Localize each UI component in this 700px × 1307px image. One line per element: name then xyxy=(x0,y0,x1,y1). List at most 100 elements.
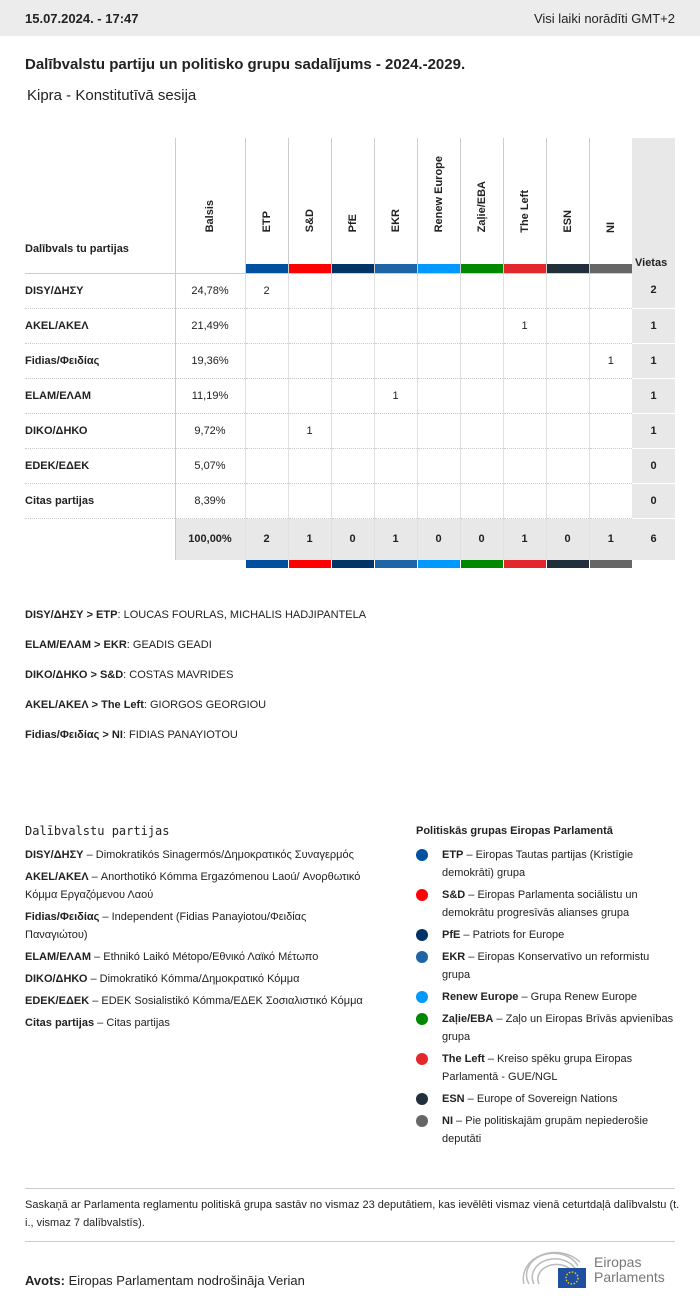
seats-total: 2 xyxy=(632,273,675,309)
table-row: ELAM/ΕΛΑΜ 11,19% 1 1 xyxy=(25,378,675,414)
group-label: The Left xyxy=(518,189,531,233)
rules-note: Saskaņā ar Parlamenta reglamentu politis… xyxy=(25,1199,680,1229)
total-label xyxy=(25,518,175,560)
group-seat-count xyxy=(244,308,288,344)
group-abbr: The Left xyxy=(442,1053,485,1065)
party-name: AKEL/ΑΚΕΛ xyxy=(25,308,175,344)
group-seat-count xyxy=(287,483,331,519)
group-seat-count xyxy=(545,448,589,484)
group-label: ETP xyxy=(260,211,273,233)
mep-party-group: AKEL/ΑΚΕΛ > The Left xyxy=(25,699,144,711)
group-seat-count xyxy=(244,413,288,449)
group-color-dot-icon xyxy=(416,1093,428,1105)
group-seat-count xyxy=(545,343,589,379)
group-seat-count: 2 xyxy=(244,273,288,309)
group-column-header: Renew Europe xyxy=(416,138,460,274)
seats-column-header: Vietas xyxy=(632,138,675,273)
table-row: DIKO/ΔΗΚΟ 9,72% 1 1 xyxy=(25,413,675,449)
party-full-name: Independent (Fidias Panayiotou/Φειδίας Π… xyxy=(25,911,307,941)
group-seat-count xyxy=(588,483,632,519)
total-group-seats: 1 xyxy=(588,518,632,568)
table-row: DISY/ΔΗΣΥ 24,78% 2 2 xyxy=(25,273,675,309)
total-group-seats: 1 xyxy=(502,518,546,568)
group-column-header: Zaļie/EBA xyxy=(459,138,503,274)
group-abbr: Renew Europe xyxy=(442,991,519,1003)
group-seat-count xyxy=(545,308,589,344)
group-seat-count xyxy=(244,343,288,379)
table-row: AKEL/ΑΚΕΛ 21,49% 1 1 xyxy=(25,308,675,344)
total-votes: 100,00% xyxy=(174,518,245,560)
group-column-header: NI xyxy=(588,138,632,274)
group-seat-count: 1 xyxy=(588,343,632,379)
group-color-bar xyxy=(374,263,417,273)
group-legend-item: EKR – Eiropas Konservatīvo un reformistu… xyxy=(416,948,676,984)
parliament-hemicycle-icon xyxy=(522,1251,586,1288)
party-name: Citas partijas xyxy=(25,483,175,519)
mep-names: GEADIS GEADI xyxy=(132,639,212,651)
group-color-dot-icon xyxy=(416,889,428,901)
group-legend-item: ETP – Eiropas Tautas partijas (Kristīgie… xyxy=(416,846,676,882)
group-full-name: Eiropas Parlamenta sociālistu un demokrā… xyxy=(442,889,638,919)
group-seat-count: 1 xyxy=(373,378,417,414)
party-name: DIKO/ΔΗΚΟ xyxy=(25,413,175,449)
group-seat-count xyxy=(330,273,374,309)
group-seat-count xyxy=(416,483,460,519)
group-abbr: Zaļie/EBA xyxy=(442,1013,494,1025)
group-seat-count xyxy=(373,483,417,519)
group-seat-count: 1 xyxy=(502,308,546,344)
table-row: EDEK/ΕΔΕΚ 5,07% 0 xyxy=(25,448,675,484)
group-seat-count xyxy=(416,413,460,449)
group-color-bar xyxy=(288,560,331,568)
group-seat-count xyxy=(459,448,503,484)
group-label: Zaļie/EBA xyxy=(475,181,488,233)
group-legend-text: ESN – Europe of Sovereign Nations xyxy=(442,1093,618,1105)
group-legend-text: PfE – Patriots for Europe xyxy=(442,929,565,941)
votes-share: 24,78% xyxy=(174,273,245,309)
group-column-header: S&D xyxy=(287,138,331,274)
total-value: 1 xyxy=(607,533,614,546)
group-legend-text: S&D – Eiropas Parlamenta sociālistu un d… xyxy=(442,889,638,919)
party-legend-item: EDEK/ΕΔΕΚ – EDEK Sosialistikó Kómma/ΕΔΕΚ… xyxy=(25,995,363,1007)
total-value: 0 xyxy=(435,533,442,546)
group-color-dot-icon xyxy=(416,849,428,861)
votes-share: 9,72% xyxy=(174,413,245,449)
party-legend-item: Citas partijas – Citas partijas xyxy=(25,1017,170,1029)
group-seat-count xyxy=(330,413,374,449)
group-seat-count xyxy=(244,378,288,414)
mep-names: GIORGOS GEORGIOU xyxy=(150,699,267,711)
mep-names: COSTAS MAVRIDES xyxy=(129,669,234,681)
party-abbr: ELAM/ΕΛΑΜ xyxy=(25,951,91,963)
group-seat-count xyxy=(244,483,288,519)
party-full-name: Ethnikó Laikó Métopo/Εθνικό Λαϊκό Μέτωπο xyxy=(103,951,319,963)
page-subtitle: Kipra - Konstitutīvā sesija xyxy=(27,87,197,104)
group-seat-count xyxy=(416,273,460,309)
group-color-dot-icon xyxy=(416,929,428,941)
group-legend-item: ESN – Europe of Sovereign Nations xyxy=(416,1090,676,1108)
group-seat-count xyxy=(459,483,503,519)
divider xyxy=(25,1188,675,1189)
votes-share: 8,39% xyxy=(174,483,245,519)
group-seat-count xyxy=(502,343,546,379)
seats-table: Dalībvals tu partijas Balsis ETP S&D PfE EK… xyxy=(25,138,675,568)
group-legend-item: Renew Europe – Grupa Renew Europe xyxy=(416,988,676,1006)
total-seats: 6 xyxy=(632,518,675,560)
group-legend-title: Politiskās grupas Eiropas Parlamentā xyxy=(416,825,613,837)
group-full-name: Eiropas Tautas partijas (Kristīgie demok… xyxy=(442,849,634,879)
group-abbr: ESN xyxy=(442,1093,465,1105)
group-full-name: Patriots for Europe xyxy=(472,929,565,941)
party-name: Fidias/Φειδίας xyxy=(25,343,175,379)
group-full-name: Kreiso spēku grupa Eiropas Parlamentā - … xyxy=(442,1053,633,1083)
group-color-dot-icon xyxy=(416,1115,428,1127)
group-seat-count xyxy=(287,308,331,344)
group-seat-count xyxy=(287,448,331,484)
party-column-header: Dalībvals tu partijas xyxy=(25,138,175,274)
group-seat-count xyxy=(373,273,417,309)
party-legend-title: Dalībvalstu partijas xyxy=(25,824,170,838)
group-seat-count xyxy=(416,448,460,484)
group-seat-count xyxy=(459,343,503,379)
group-seat-count xyxy=(588,308,632,344)
group-seat-count xyxy=(416,308,460,344)
group-legend-item: S&D – Eiropas Parlamenta sociālistu un d… xyxy=(416,886,676,922)
party-abbr: Fidias/Φειδίας xyxy=(25,911,100,923)
group-color-dot-icon xyxy=(416,1053,428,1065)
